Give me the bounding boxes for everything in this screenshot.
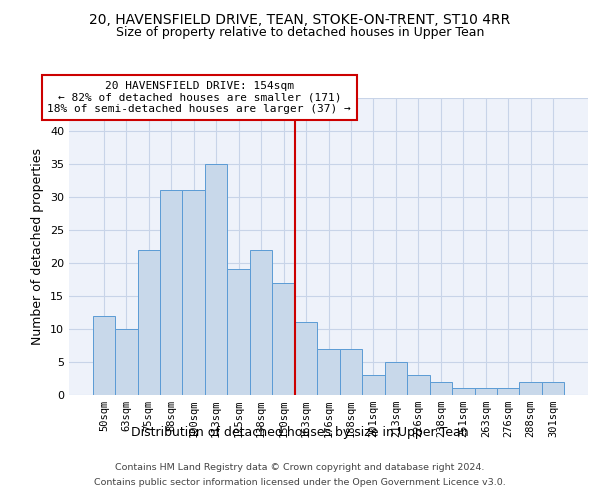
Bar — [137, 250, 160, 395]
Bar — [227, 270, 250, 395]
Bar — [250, 250, 272, 395]
Bar — [205, 164, 227, 395]
Bar — [452, 388, 475, 395]
Text: Distribution of detached houses by size in Upper Tean: Distribution of detached houses by size … — [131, 426, 469, 439]
Bar — [182, 190, 205, 395]
Bar — [542, 382, 565, 395]
Text: Contains public sector information licensed under the Open Government Licence v3: Contains public sector information licen… — [94, 478, 506, 487]
Bar — [475, 388, 497, 395]
Bar — [295, 322, 317, 395]
Text: 20 HAVENSFIELD DRIVE: 154sqm
← 82% of detached houses are smaller (171)
18% of s: 20 HAVENSFIELD DRIVE: 154sqm ← 82% of de… — [47, 81, 351, 114]
Bar — [115, 329, 137, 395]
Bar — [272, 282, 295, 395]
Bar — [160, 190, 182, 395]
Bar — [430, 382, 452, 395]
Bar — [92, 316, 115, 395]
Text: Contains HM Land Registry data © Crown copyright and database right 2024.: Contains HM Land Registry data © Crown c… — [115, 463, 485, 472]
Bar — [340, 348, 362, 395]
Text: 20, HAVENSFIELD DRIVE, TEAN, STOKE-ON-TRENT, ST10 4RR: 20, HAVENSFIELD DRIVE, TEAN, STOKE-ON-TR… — [89, 12, 511, 26]
Bar — [317, 348, 340, 395]
Bar — [407, 375, 430, 395]
Bar — [520, 382, 542, 395]
Bar — [362, 375, 385, 395]
Text: Size of property relative to detached houses in Upper Tean: Size of property relative to detached ho… — [116, 26, 484, 39]
Bar — [385, 362, 407, 395]
Bar — [497, 388, 520, 395]
Y-axis label: Number of detached properties: Number of detached properties — [31, 148, 44, 345]
